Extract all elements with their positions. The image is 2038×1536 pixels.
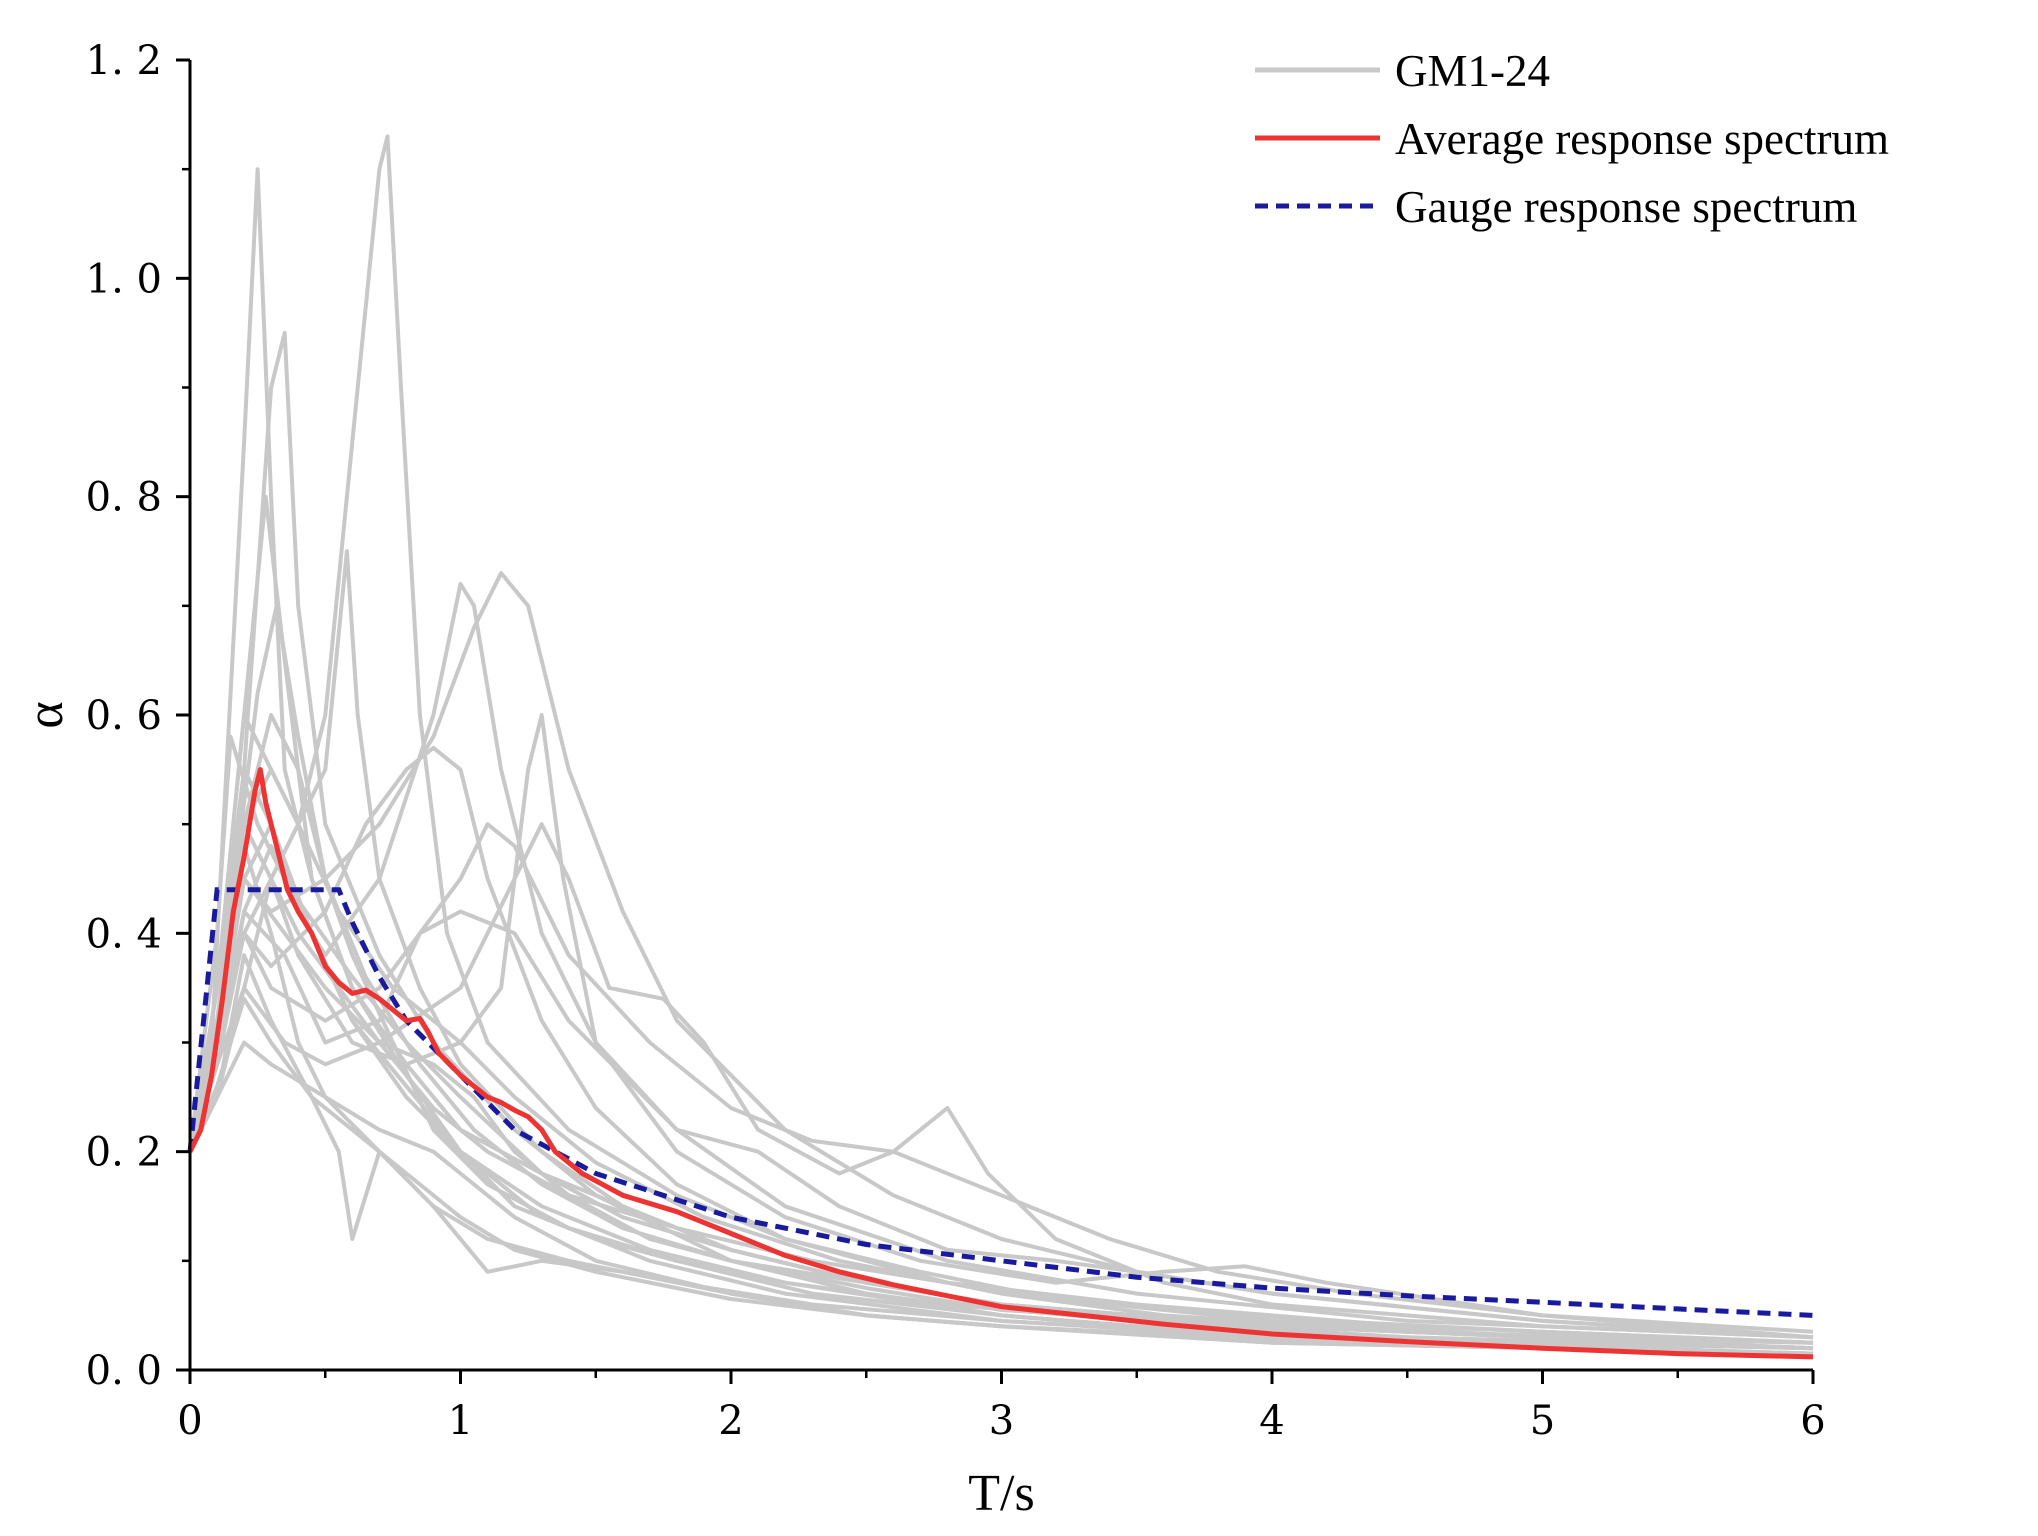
record-line-20 [188,844,1814,1345]
x-tick-label: 2 [718,1398,743,1444]
x-tick-label: 4 [1259,1398,1284,1444]
legend-average-spectrum-label: Average response spectrum [1395,114,1889,164]
gauge-spectrum-line [187,887,1814,1318]
axes-layer: 0 1 2 3 4 5 6 0. 0 0. 2 0. 4 0. 6 0. 8 1. 0 1. 2 T/s α [17,38,1826,1522]
record-line-5 [188,582,1814,1340]
x-tick-label: 3 [989,1398,1014,1444]
y-tick-label: 0. 4 [86,911,162,957]
record-line-7 [188,549,1814,1351]
y-tick-label: 1. 0 [86,256,162,302]
record-line-11 [188,909,1814,1340]
record-line-10 [188,713,1814,1340]
legend-gm-records-label: GM1-24 [1395,46,1550,96]
y-tick-label: 1. 2 [86,38,162,84]
average-layer [187,767,1814,1360]
legend-gauge-spectrum-label: Gauge response spectrum [1395,182,1857,232]
legend-gauge-spectrum: Gauge response spectrum [1255,182,1857,232]
y-tick-label: 0. 6 [86,693,162,739]
records-layer [188,134,1814,1356]
legend: GM1-24 Average response spectrum Gauge res… [1255,46,1889,232]
record-line-8 [188,822,1814,1340]
legend-gm-records: GM1-24 [1255,46,1550,96]
y-tick-label: 0. 8 [86,475,162,521]
y-tick-label: 0. 2 [86,1130,162,1176]
x-tick-label: 1 [448,1398,473,1444]
x-tick-label: 6 [1800,1398,1825,1444]
legend-average-spectrum: Average response spectrum [1255,114,1889,164]
x-tick-label: 5 [1530,1398,1555,1444]
record-line-1 [188,167,1814,1351]
gauge-layer [187,887,1814,1318]
y-tick-label: 0. 0 [86,1348,162,1394]
record-line-24 [188,996,1814,1356]
x-tick-label: 0 [177,1398,202,1444]
record-line-6 [188,571,1814,1340]
record-line-23 [188,876,1814,1345]
x-axis-title: T/s [968,1465,1034,1522]
record-line-15 [188,767,1814,1351]
record-line-3 [188,330,1814,1356]
y-axis-title: α [17,701,74,728]
average-spectrum-line [187,767,1814,1360]
